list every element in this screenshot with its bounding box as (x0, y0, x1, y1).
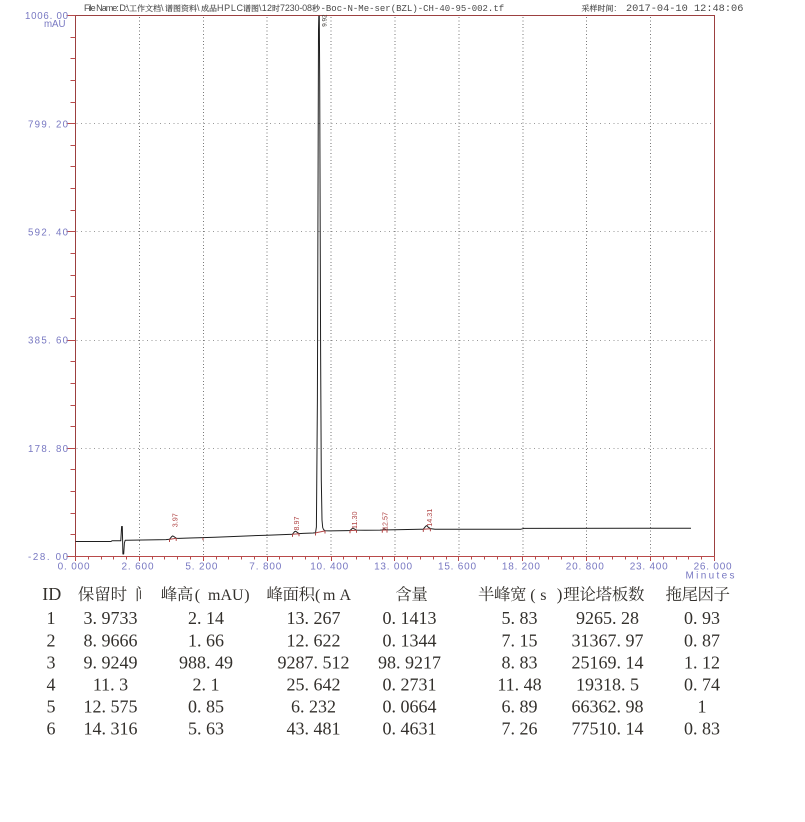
svg-text:File Name: D:\: File Name: D:\ (84, 3, 129, 13)
svg-text:7230-08: 7230-08 (280, 3, 312, 13)
svg-text:0. 85: 0. 85 (188, 696, 224, 716)
svg-text:799. 20: 799. 20 (28, 119, 69, 130)
svg-text:178. 80: 178. 80 (28, 444, 69, 455)
svg-text:2: 2 (47, 630, 56, 650)
svg-text:9.92: 9.92 (321, 14, 328, 27)
svg-text:8. 9666: 8. 9666 (84, 630, 138, 650)
svg-text:8. 83: 8. 83 (502, 652, 538, 672)
svg-text:23. 400: 23. 400 (630, 561, 668, 572)
svg-text:31367. 97: 31367. 97 (572, 630, 644, 650)
svg-text:6. 232: 6. 232 (291, 696, 336, 716)
svg-text:9265. 28: 9265. 28 (576, 608, 639, 628)
svg-text:1: 1 (47, 608, 56, 628)
svg-text:-28. 00: -28. 00 (28, 552, 69, 563)
svg-text:(: ( (530, 587, 535, 604)
svg-text:26. 000: 26. 000 (694, 561, 732, 572)
svg-text:0. 1344: 0. 1344 (383, 630, 437, 650)
svg-text:14. 316: 14. 316 (84, 719, 138, 739)
svg-text:ID: ID (42, 584, 61, 604)
svg-text:1: 1 (698, 696, 707, 716)
svg-text:0. 4631: 0. 4631 (383, 719, 437, 739)
svg-text:25. 642: 25. 642 (287, 674, 341, 694)
svg-text:4: 4 (47, 674, 56, 694)
svg-text:5. 63: 5. 63 (188, 719, 224, 739)
svg-text:988. 49: 988. 49 (179, 652, 233, 672)
svg-text:10. 400: 10. 400 (310, 561, 348, 572)
svg-text:12. 575: 12. 575 (84, 696, 138, 716)
svg-text:): ) (244, 587, 249, 604)
svg-text:98. 9217: 98. 9217 (378, 652, 441, 672)
svg-text:0. 93: 0. 93 (684, 608, 720, 628)
svg-text:-Boc-N-Me-ser(BZL)-CH-40-95-00: -Boc-N-Me-ser(BZL)-CH-40-95-002.tf (321, 4, 505, 14)
svg-text:18. 200: 18. 200 (502, 561, 540, 572)
svg-text:(: ( (315, 587, 320, 604)
svg-text:77510. 14: 77510. 14 (572, 719, 644, 739)
svg-text:\: \ (197, 3, 200, 13)
svg-text:592. 40: 592. 40 (28, 228, 69, 239)
svg-text:5. 200: 5. 200 (185, 561, 217, 572)
svg-text:9. 9249: 9. 9249 (84, 652, 138, 672)
svg-text:0. 2731: 0. 2731 (383, 674, 437, 694)
svg-text:mAU: mAU (44, 19, 66, 30)
svg-text::: : (614, 3, 617, 13)
svg-text:1. 66: 1. 66 (188, 630, 224, 650)
svg-text:0. 74: 0. 74 (684, 674, 720, 694)
svg-text:19318. 5: 19318. 5 (576, 674, 639, 694)
svg-text:1006. 00: 1006. 00 (25, 11, 69, 22)
svg-text:25169. 14: 25169. 14 (572, 652, 644, 672)
svg-text:0. 0664: 0. 0664 (383, 696, 437, 716)
svg-text:0. 1413: 0. 1413 (383, 608, 437, 628)
svg-text:13. 000: 13. 000 (374, 561, 412, 572)
svg-text:Minutes: Minutes (686, 570, 735, 581)
svg-text:66362. 98: 66362. 98 (572, 696, 644, 716)
svg-text:3. 9733: 3. 9733 (84, 608, 138, 628)
svg-text:2. 600: 2. 600 (122, 561, 154, 572)
svg-text:8.97: 8.97 (292, 517, 301, 531)
svg-text:(: ( (195, 587, 200, 604)
svg-text:385. 60: 385. 60 (28, 336, 69, 347)
svg-text:7. 15: 7. 15 (502, 630, 538, 650)
svg-text:13. 267: 13. 267 (287, 608, 341, 628)
svg-text:7. 26: 7. 26 (502, 719, 538, 739)
svg-text:43. 481: 43. 481 (287, 719, 341, 739)
svg-text:11. 3: 11. 3 (93, 674, 128, 694)
svg-text:6: 6 (47, 719, 56, 739)
svg-text:20. 800: 20. 800 (566, 561, 604, 572)
svg-text:mAU: mAU (208, 587, 244, 604)
svg-text:12.57: 12.57 (380, 512, 389, 530)
svg-text:14.31: 14.31 (425, 509, 434, 527)
svg-text:0. 87: 0. 87 (684, 630, 720, 650)
svg-text:0. 83: 0. 83 (684, 719, 720, 739)
svg-text:HPLC: HPLC (217, 3, 244, 13)
svg-text:3.97: 3.97 (170, 513, 179, 527)
svg-text:): ) (557, 585, 563, 604)
svg-text:9287. 512: 9287. 512 (278, 652, 350, 672)
svg-text:11. 48: 11. 48 (497, 674, 541, 694)
svg-text:2017-04-10 12:48:06: 2017-04-10 12:48:06 (626, 3, 743, 15)
svg-text:3: 3 (47, 652, 56, 672)
svg-text:11.30: 11.30 (350, 512, 359, 529)
svg-text:2. 14: 2. 14 (188, 608, 224, 628)
svg-text:1. 12: 1. 12 (684, 652, 720, 672)
svg-text:\: \ (161, 3, 164, 13)
svg-text:s: s (540, 587, 546, 604)
svg-text:5. 83: 5. 83 (502, 608, 538, 628)
svg-text:7. 800: 7. 800 (249, 561, 281, 572)
svg-text:15. 600: 15. 600 (438, 561, 476, 572)
svg-text:\12: \12 (259, 3, 272, 13)
svg-text:0. 000: 0. 000 (58, 561, 90, 572)
svg-text:2. 1: 2. 1 (193, 674, 220, 694)
svg-text:12. 622: 12. 622 (287, 630, 341, 650)
svg-text:6. 89: 6. 89 (502, 696, 538, 716)
svg-text:5: 5 (47, 696, 56, 716)
